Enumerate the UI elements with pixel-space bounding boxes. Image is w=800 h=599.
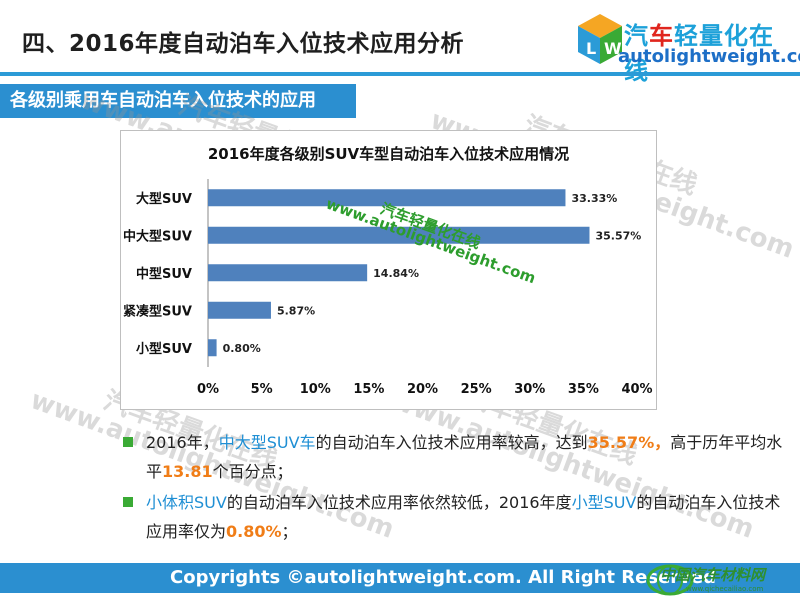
bullet-text: 中大型SUV车 [218, 433, 316, 452]
x-tick-label: 30% [514, 382, 545, 397]
footer-logo-cn: 中国汽车材料网 [660, 566, 766, 584]
x-tick-label: 5% [251, 382, 273, 397]
svg-text:W: W [604, 39, 622, 58]
footer-logo: 中国汽车材料网 www.qichecailiao.com [640, 556, 800, 599]
bullet-text: 13.81 [162, 462, 213, 481]
bullet-text: 的自动泊车入位技术应用率仅为 [146, 493, 781, 541]
header-divider [0, 72, 800, 76]
bullet-item: 2016年，中大型SUV车的自动泊车入位技术应用率较高，达到35.57%，高于历… [120, 428, 790, 486]
footer-logo-en: www.qichecailiao.com [686, 585, 764, 593]
bar [208, 264, 368, 282]
x-tick-label: 0% [197, 382, 219, 397]
bullet-text: 小体积SUV [146, 493, 227, 512]
bullet-text: 小型SUV [571, 493, 637, 512]
data-label: 0.80% [223, 342, 261, 355]
bar [208, 339, 217, 357]
logo-website: autolightweight.com [618, 46, 800, 67]
footer-bar: Copyrights ©autolightweight.com. All Rig… [0, 563, 800, 593]
bullet-square-icon [123, 497, 133, 507]
data-label: 35.57% [595, 229, 641, 242]
category-label: 小型SUV [136, 341, 192, 357]
bullet-item: 小体积SUV的自动泊车入位技术应用率依然较低，2016年度小型SUV的自动泊车入… [120, 488, 790, 546]
data-label: 33.33% [571, 192, 617, 205]
page-title: 四、2016年度自动泊车入位技术应用分析 [22, 31, 465, 57]
chart-plot: 大型SUV 33.33% 中大型SUV 35.57% 中型SUV 14.84% 紧凑型SUV… [123, 179, 653, 397]
bullet-text: 个百分点； [212, 462, 293, 481]
x-tick-label: 35% [568, 382, 599, 397]
x-tick-label: 10% [300, 382, 331, 397]
section-label: 各级别乘用车自动泊车入位技术的应用 [0, 84, 356, 118]
bullet-text: 的自动泊车入位技术应用率依然较低，2016年度 [226, 493, 572, 512]
data-label: 5.87% [277, 304, 315, 317]
category-label: 中大型SUV [123, 228, 192, 244]
x-tick-label: 40% [621, 382, 652, 397]
chart-title: 2016年度各级别SUV车型自动泊车入位技术应用情况 [207, 145, 570, 163]
bar [208, 301, 271, 319]
logo-chinese-name: 汽车轻量化在线 [624, 22, 774, 85]
brand-logo: L W 汽车轻量化在线 autolightweight.com [570, 6, 800, 85]
globe-logo-icon [646, 564, 694, 596]
cube-logo-icon: L W [578, 14, 622, 64]
bullet-text: 的自动泊车入位技术应用率较高，达到 [315, 433, 588, 452]
bullet-text: 2016年， [146, 433, 219, 452]
bar [208, 226, 590, 244]
bullet-list: 2016年，中大型SUV车的自动泊车入位技术应用率较高，达到35.57%，高于历… [120, 428, 790, 548]
bullet-square-icon [123, 437, 133, 447]
category-label: 中型SUV [136, 266, 192, 282]
copyright-text: Copyrights ©autolightweight.com. All Rig… [170, 567, 716, 588]
bullet-text: 0.80% [226, 522, 282, 541]
bullet-text: 35.57%， [587, 433, 671, 452]
data-label: 14.84% [373, 267, 419, 280]
x-tick-label: 20% [407, 382, 438, 397]
category-label: 大型SUV [136, 191, 192, 207]
bar-chart: 2016年度各级别SUV车型自动泊车入位技术应用情况 大型SUV 33.33% 中大… [120, 130, 657, 410]
bar [208, 189, 566, 207]
bullet-text: 高于历年平均水平 [146, 433, 783, 481]
bullet-text: ； [281, 522, 298, 541]
category-label: 紧凑型SUV [123, 303, 192, 319]
x-tick-label: 15% [353, 382, 384, 397]
svg-text:L: L [586, 39, 596, 58]
x-tick-label: 25% [461, 382, 492, 397]
